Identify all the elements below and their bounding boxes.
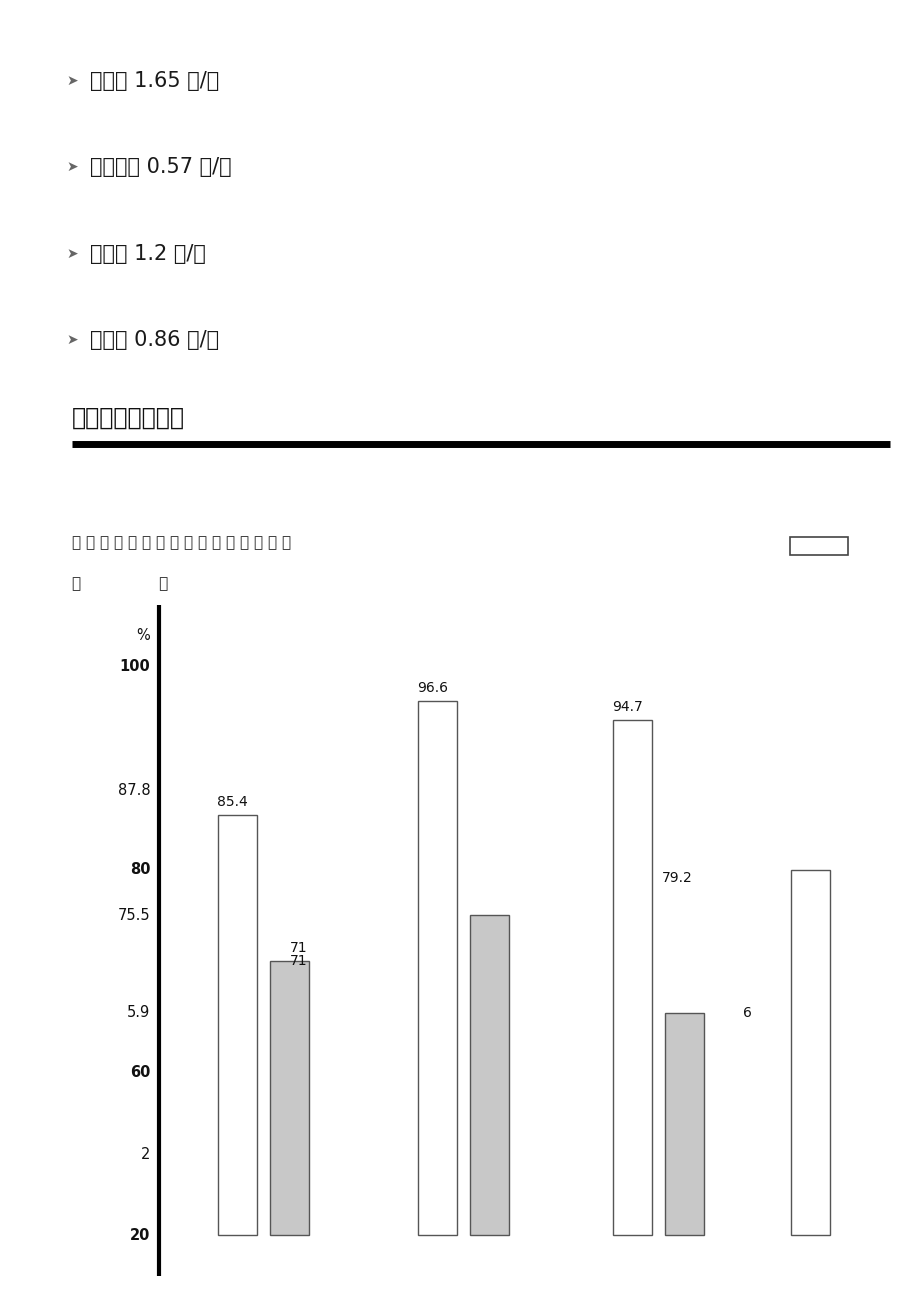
Bar — [218, 815, 256, 1236]
Bar — [789, 536, 847, 555]
Bar — [270, 961, 309, 1236]
Text: 6: 6 — [742, 1006, 751, 1019]
Text: 79.2: 79.2 — [661, 871, 691, 884]
Text: 开车的女性也不少: 开车的女性也不少 — [72, 406, 185, 430]
Text: 大阪府 0.86 辆/户: 大阪府 0.86 辆/户 — [90, 329, 219, 350]
Text: 71: 71 — [289, 954, 307, 967]
Bar — [418, 700, 457, 1236]
Text: ➤: ➤ — [66, 333, 78, 346]
Text: 94.7: 94.7 — [612, 700, 642, 713]
Text: 60: 60 — [130, 1065, 150, 1081]
Text: ➤: ➤ — [66, 74, 78, 89]
Text: 87.8: 87.8 — [118, 783, 150, 798]
Text: 男                女: 男 女 — [72, 575, 168, 591]
Text: 2: 2 — [141, 1147, 150, 1161]
Text: 群马县 1.65 辆/户: 群马县 1.65 辆/户 — [90, 72, 219, 91]
Text: ➤: ➤ — [66, 246, 78, 260]
Text: 75.5: 75.5 — [118, 907, 150, 923]
Text: 85.4: 85.4 — [217, 794, 248, 809]
Text: 5.9: 5.9 — [127, 1005, 150, 1021]
Text: ➤: ➤ — [66, 160, 78, 174]
Bar — [664, 1013, 704, 1236]
Text: 驾 驶 执 照 持 有 率 （ 按 性 别 ， 年 龄 分 ）: 驾 驶 执 照 持 有 率 （ 按 性 别 ， 年 龄 分 ） — [72, 535, 290, 551]
Text: 东应京都 0.57 辆/户: 东应京都 0.57 辆/户 — [90, 158, 232, 177]
Text: 20: 20 — [130, 1228, 150, 1243]
Text: 96.6: 96.6 — [417, 681, 448, 695]
Bar — [612, 720, 652, 1236]
Bar — [470, 915, 509, 1236]
Bar — [790, 870, 829, 1236]
Text: 71: 71 — [289, 941, 307, 954]
Text: %: % — [137, 629, 150, 643]
Text: 100: 100 — [119, 659, 150, 674]
Text: 佐贺县 1.2 辆/户: 佐贺县 1.2 辆/户 — [90, 243, 206, 263]
Text: 80: 80 — [130, 862, 150, 878]
